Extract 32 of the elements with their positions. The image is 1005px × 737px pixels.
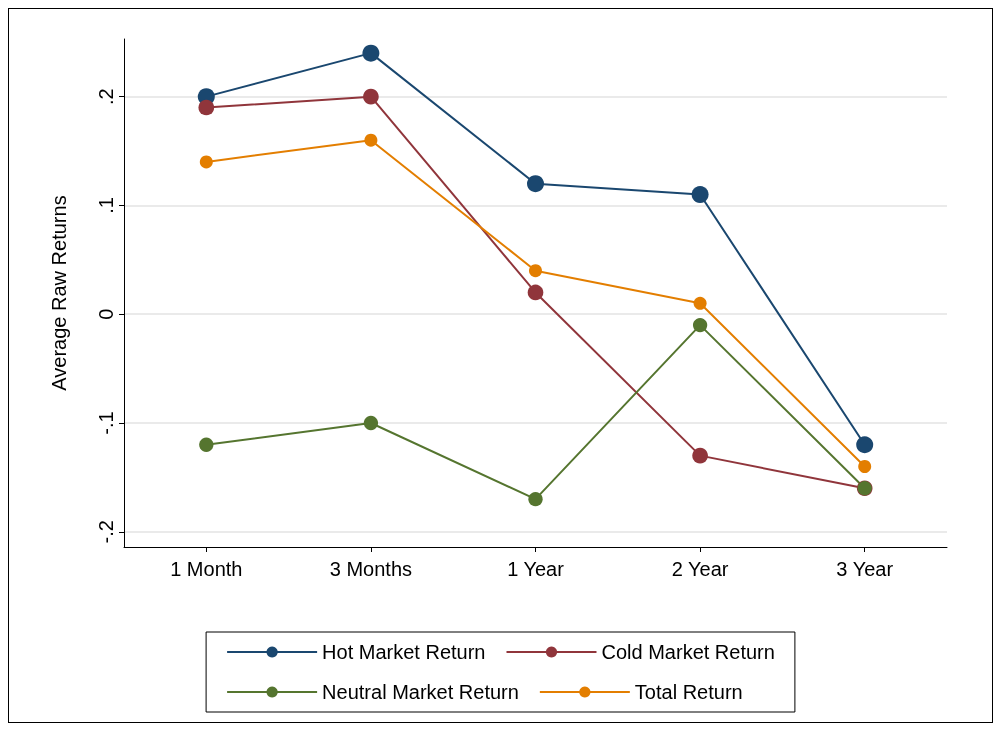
point xyxy=(692,447,708,464)
point xyxy=(364,133,378,147)
legend-label: Hot Market Return xyxy=(322,641,486,663)
y-tick-label: .1 xyxy=(95,197,117,214)
point xyxy=(362,44,380,62)
x-tick-label: 3 Months xyxy=(329,558,413,580)
point xyxy=(858,460,872,473)
y-tick-label: .2 xyxy=(95,88,117,105)
x-tick-label: 1 Month xyxy=(170,558,243,580)
y-tick-label: -.1 xyxy=(95,411,117,435)
point xyxy=(691,186,709,204)
point xyxy=(363,88,379,105)
legend-label: Neutral Market Return xyxy=(322,681,519,703)
point xyxy=(528,491,543,507)
x-tick-label: 3 Year xyxy=(836,558,894,580)
point xyxy=(693,296,707,310)
legend-label: Cold Market Return xyxy=(601,641,775,663)
point xyxy=(692,317,708,333)
point xyxy=(363,415,379,431)
y-tick-label: -.2 xyxy=(95,520,117,544)
point xyxy=(199,437,214,452)
y-axis-title: Average Raw Returns xyxy=(48,195,70,391)
point xyxy=(527,284,544,301)
point xyxy=(199,155,213,169)
point xyxy=(198,99,215,116)
x-tick-label: 1 Year xyxy=(507,558,565,580)
legend-label: Total Return xyxy=(634,681,743,703)
y-tick-label: 0 xyxy=(95,308,117,320)
point xyxy=(856,436,874,454)
point xyxy=(529,264,542,278)
point xyxy=(527,175,544,193)
x-tick-label: 2 Year xyxy=(671,558,729,580)
